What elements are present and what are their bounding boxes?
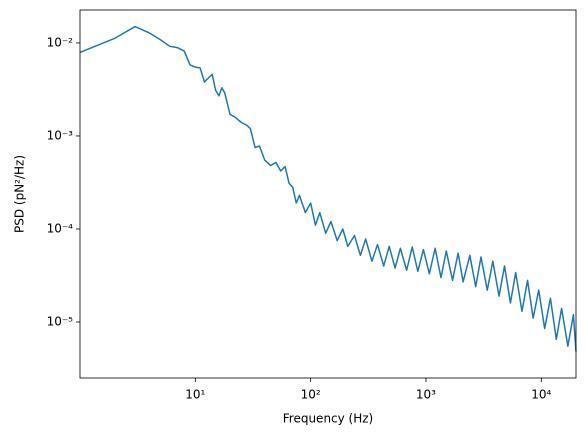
y-axis-label: PSD (pN²/Hz) (13, 155, 27, 233)
x-tick-label: 10⁴ (531, 388, 551, 402)
x-tick-label: 10¹ (185, 388, 205, 402)
x-axis-label: Frequency (Hz) (283, 412, 374, 426)
y-tick-label: 10⁻² (47, 35, 74, 49)
y-tick-label: 10⁻³ (47, 128, 74, 142)
x-tick-label: 10² (301, 388, 321, 402)
y-tick-label: 10⁻⁵ (47, 314, 74, 328)
plot-frame (79, 9, 577, 379)
psd-line (79, 25, 577, 352)
x-tick-label: 10³ (416, 388, 436, 402)
y-tick-label: 10⁻⁴ (47, 221, 74, 235)
